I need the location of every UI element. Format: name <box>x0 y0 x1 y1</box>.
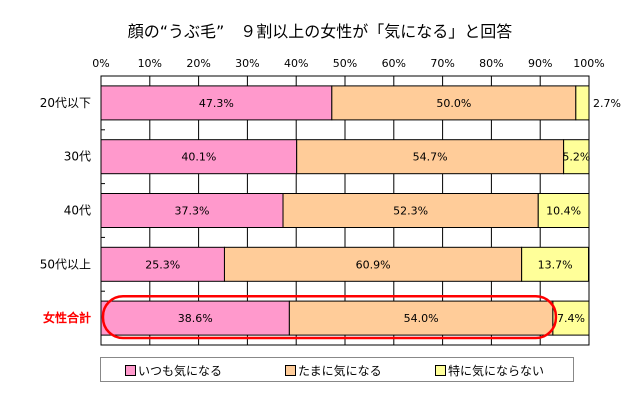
bar-segment <box>521 246 590 282</box>
bar-segment <box>537 193 590 228</box>
x-tick-label: 50% <box>333 57 357 70</box>
x-tick-label: 30% <box>235 57 259 70</box>
x-tick-label: 0% <box>92 57 109 70</box>
bar-segment <box>100 246 225 282</box>
data-label: 40.1% <box>181 151 216 164</box>
bar-segment <box>563 139 590 175</box>
chart-title: 顔の“うぶ毛” ９割以上の女性が「気になる」と回答 <box>127 22 513 41</box>
data-label: 10.4% <box>546 205 581 218</box>
bar-segment <box>100 300 290 336</box>
bar-segment <box>331 85 577 121</box>
x-tick-label: 60% <box>382 57 406 70</box>
data-label: 50.0% <box>436 97 471 110</box>
category-label: 30代 <box>64 150 91 164</box>
legend: いつも気になる たまに気になる 特に気にならない <box>100 357 574 382</box>
bar-segment <box>296 139 565 175</box>
data-label: 54.0% <box>404 312 439 325</box>
data-label: 7.4% <box>557 312 585 325</box>
legend-swatch <box>285 365 296 376</box>
bar-segment <box>288 300 554 336</box>
highlight-outline <box>101 294 558 340</box>
legend-item-not: 特に気にならない <box>435 362 544 379</box>
data-label: 52.3% <box>393 205 428 218</box>
data-label: 60.9% <box>356 258 391 271</box>
data-label: 25.3% <box>145 258 180 271</box>
bar-segment <box>223 246 523 282</box>
data-label: 37.3% <box>175 205 210 218</box>
data-label: 47.3% <box>199 97 234 110</box>
bar-segment <box>575 85 590 121</box>
category-label: 20代以下 <box>40 96 91 110</box>
legend-label: たまに気になる <box>298 364 382 378</box>
x-tick-label: 90% <box>528 57 552 70</box>
legend-swatch <box>125 365 136 376</box>
legend-item-always: いつも気になる <box>125 362 222 379</box>
category-label: 40代 <box>64 204 91 218</box>
bar-segment <box>100 193 284 228</box>
x-tick-label: 80% <box>479 57 503 70</box>
x-tick-label: 40% <box>284 57 308 70</box>
data-label: 2.7% <box>593 97 621 110</box>
category-label: 女性合計 <box>43 310 91 325</box>
data-label: 5.2% <box>562 151 590 164</box>
x-tick-label: 100% <box>573 57 604 70</box>
legend-swatch <box>435 365 446 376</box>
bar-segment <box>100 139 298 175</box>
legend-label: 特に気にならない <box>448 364 545 378</box>
x-tick-label: 20% <box>186 57 210 70</box>
legend-label: いつも気になる <box>138 364 223 378</box>
bar-segment <box>552 300 590 336</box>
legend-item-sometimes: たまに気になる <box>285 362 382 379</box>
data-label: 38.6% <box>178 312 213 325</box>
data-label: 13.7% <box>538 258 573 271</box>
x-tick-label: 70% <box>430 57 454 70</box>
data-label: 54.7% <box>413 151 448 164</box>
category-label: 50代以上 <box>40 257 91 271</box>
x-tick-label: 10% <box>138 57 162 70</box>
